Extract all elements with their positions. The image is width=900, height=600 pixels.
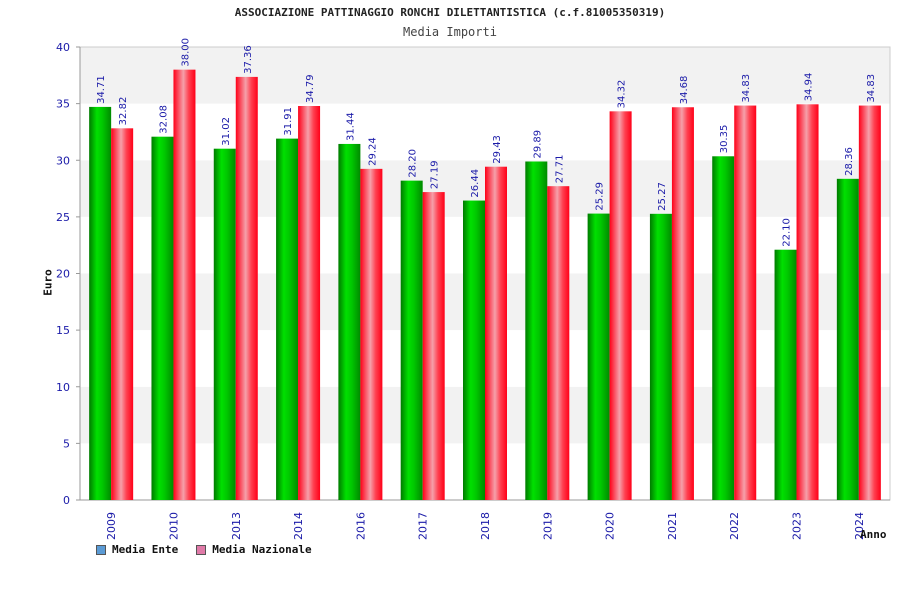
data-label: 31.02 bbox=[221, 117, 232, 146]
bar-media-ente bbox=[774, 249, 797, 500]
x-tick-label: 2013 bbox=[230, 512, 243, 540]
x-tick-label: 2024 bbox=[853, 512, 866, 540]
bar-media-ente bbox=[151, 136, 174, 500]
data-label: 34.83 bbox=[741, 74, 752, 103]
data-label: 27.19 bbox=[430, 160, 441, 189]
legend-swatch-media-ente bbox=[96, 544, 106, 555]
x-tick-label: 2023 bbox=[791, 512, 804, 540]
data-label: 25.27 bbox=[657, 182, 668, 211]
data-label: 34.32 bbox=[617, 80, 628, 109]
data-label: 34.94 bbox=[804, 73, 815, 102]
data-label: 27.71 bbox=[554, 155, 565, 184]
grid-band bbox=[80, 47, 890, 104]
data-label: 22.10 bbox=[782, 218, 793, 247]
bar-media-nazionale bbox=[111, 128, 134, 500]
legend-label-media-ente: Media Ente bbox=[112, 543, 179, 556]
bar-media-ente bbox=[89, 106, 112, 501]
y-tick-label: 15 bbox=[56, 324, 70, 337]
x-tick-label: 2017 bbox=[417, 512, 430, 540]
x-tick-label: 2020 bbox=[604, 512, 617, 540]
bar-media-ente bbox=[400, 180, 423, 500]
legend-swatch-media-nazionale bbox=[196, 544, 207, 555]
bar-media-nazionale bbox=[734, 105, 757, 501]
data-label: 34.83 bbox=[866, 74, 877, 103]
y-tick-label: 10 bbox=[56, 381, 70, 394]
data-label: 34.71 bbox=[96, 75, 107, 104]
x-tick-label: 2009 bbox=[105, 512, 118, 540]
y-tick-label: 25 bbox=[56, 211, 70, 224]
y-tick-label: 0 bbox=[63, 494, 70, 507]
data-label: 32.82 bbox=[118, 97, 129, 126]
bar-media-nazionale bbox=[298, 106, 321, 501]
bar-media-nazionale bbox=[173, 69, 196, 501]
data-label: 37.36 bbox=[243, 45, 254, 74]
x-tick-label: 2016 bbox=[354, 512, 367, 540]
data-label: 29.89 bbox=[532, 130, 543, 159]
data-label: 32.08 bbox=[158, 105, 169, 134]
bar-media-ente bbox=[276, 138, 299, 500]
data-label: 30.35 bbox=[719, 125, 730, 154]
legend-item-media-nazionale: Media Nazionale bbox=[196, 543, 312, 556]
legend: Media Ente Media Nazionale bbox=[96, 543, 312, 556]
x-tick-label: 2019 bbox=[541, 512, 554, 540]
chart-title: ASSOCIAZIONE PATTINAGGIO RONCHI DILETTAN… bbox=[234, 6, 666, 19]
legend-label-media-nazionale: Media Nazionale bbox=[212, 543, 312, 556]
bar-media-nazionale bbox=[858, 105, 881, 501]
bar-media-nazionale bbox=[235, 76, 258, 500]
grid-band bbox=[80, 103, 890, 161]
data-label: 29.24 bbox=[367, 137, 378, 166]
x-tick-label: 2010 bbox=[167, 512, 180, 540]
y-tick-label: 20 bbox=[56, 268, 70, 281]
x-tick-label: 2022 bbox=[728, 512, 741, 540]
y-tick-label: 40 bbox=[56, 41, 70, 54]
data-label: 31.91 bbox=[283, 107, 294, 136]
data-label: 28.36 bbox=[844, 147, 855, 176]
data-label: 29.43 bbox=[492, 135, 503, 164]
bar-media-ente bbox=[463, 200, 485, 500]
data-label: 26.44 bbox=[470, 169, 481, 198]
data-label: 28.20 bbox=[408, 149, 419, 178]
legend-item-media-ente: Media Ente bbox=[96, 543, 178, 556]
data-label: 38.00 bbox=[180, 38, 191, 67]
data-label: 31.44 bbox=[345, 112, 356, 141]
data-label: 34.68 bbox=[679, 76, 690, 105]
bar-media-ente bbox=[338, 143, 361, 500]
bar-media-nazionale bbox=[547, 186, 570, 500]
x-tick-label: 2014 bbox=[292, 512, 305, 540]
chart-subtitle: Media Importi bbox=[403, 25, 497, 39]
y-tick-label: 5 bbox=[63, 437, 70, 450]
bar-media-ente bbox=[649, 213, 672, 500]
bar-media-nazionale bbox=[609, 111, 632, 501]
bar-media-nazionale bbox=[671, 107, 694, 501]
bar-media-nazionale bbox=[485, 166, 507, 500]
x-tick-label: 2018 bbox=[479, 512, 492, 540]
data-label: 25.29 bbox=[595, 182, 606, 211]
data-label: 34.79 bbox=[305, 74, 316, 103]
x-tick-label: 2021 bbox=[666, 512, 679, 540]
y-tick-label: 35 bbox=[56, 98, 70, 111]
bar-media-ente bbox=[525, 161, 548, 501]
y-tick-label: 30 bbox=[56, 154, 70, 167]
bar-media-ente bbox=[587, 213, 610, 500]
bar-media-ente bbox=[712, 156, 735, 500]
bar-media-ente bbox=[836, 178, 859, 500]
bar-media-ente bbox=[213, 148, 236, 501]
y-axis-label: Euro bbox=[41, 269, 55, 296]
x-axis-label: Anno bbox=[860, 528, 887, 541]
bar-media-nazionale bbox=[422, 192, 445, 501]
bar-media-nazionale bbox=[796, 104, 819, 500]
bar-media-nazionale bbox=[360, 168, 383, 500]
